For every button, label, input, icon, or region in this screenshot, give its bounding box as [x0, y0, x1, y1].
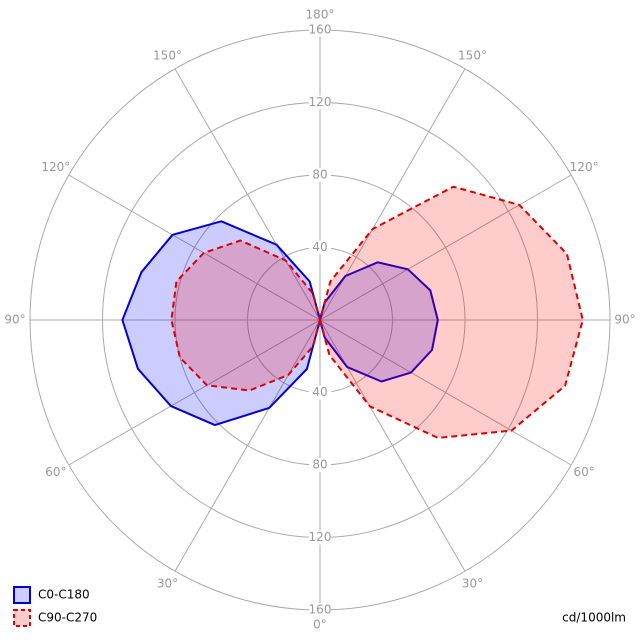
angle-label: 60° — [45, 465, 66, 479]
grid-spoke — [174, 319, 321, 572]
legend-label: C90-C270 — [38, 611, 97, 625]
r-tick-label: 80 — [312, 458, 327, 472]
angle-label: 30° — [157, 577, 178, 591]
angle-label: 180° — [306, 8, 335, 22]
axis-labels: 0° 30° 60° 90° 120° 150° 180° 150° 120° 90° 60° 30°… — [4, 8, 635, 632]
grid-spoke — [68, 174, 321, 321]
r-label-bg — [309, 168, 331, 182]
r-label-bg — [309, 530, 331, 545]
angle-label: 120° — [570, 160, 599, 174]
angle-label: 150° — [153, 48, 182, 62]
angle-label: 60° — [573, 465, 594, 479]
grid-spoke — [319, 319, 572, 466]
r-label-bg — [309, 385, 331, 400]
r-label-bg — [309, 23, 331, 37]
r-tick-label: 160 — [309, 23, 332, 37]
angle-label: 150° — [458, 48, 487, 62]
legend: C0-C180 C90-C270 — [13, 586, 97, 627]
r-tick-label: 40 — [312, 385, 327, 399]
r-tick-label: 40 — [312, 240, 327, 254]
r-label-bg — [309, 458, 331, 472]
angle-label: 0° — [313, 618, 327, 632]
r-tick-label: 160 — [309, 603, 332, 617]
angle-label: 30° — [462, 577, 483, 591]
r-label-bg — [309, 240, 331, 255]
series-area — [170, 185, 584, 439]
r-label-bg — [309, 95, 331, 110]
r-tick-label: 80 — [312, 168, 327, 182]
angle-label: 90° — [4, 313, 25, 327]
r-label-bg — [309, 603, 331, 617]
grid-spoke — [319, 174, 572, 321]
grid-spoke — [174, 68, 321, 321]
angle-label: 90° — [614, 313, 635, 327]
legend-swatch — [13, 586, 31, 604]
angle-label: 120° — [41, 160, 70, 174]
unit-label: cd/1000lm — [562, 611, 626, 625]
r-tick-label: 120 — [309, 95, 332, 109]
plot-area — [121, 185, 584, 439]
legend-swatch — [13, 609, 31, 627]
legend-label: C0-C180 — [38, 588, 90, 602]
grid-spoke — [68, 319, 321, 466]
r-tick-label: 120 — [309, 530, 332, 544]
